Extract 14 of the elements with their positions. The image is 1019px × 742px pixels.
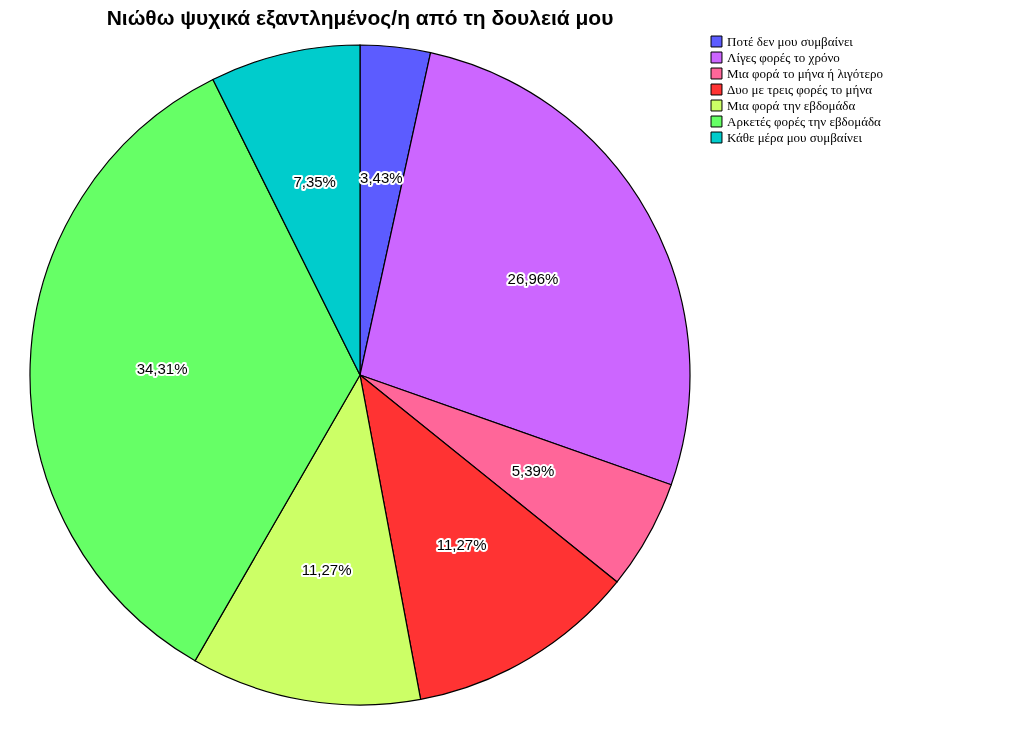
data-label: 7,35% — [293, 173, 336, 191]
legend-label: Δυο με τρεις φορές το μήνα — [727, 81, 873, 97]
legend-label: Λίγες φορές το χρόνο — [727, 49, 840, 65]
legend-label: Κάθε μέρα μου συμβαίνει — [727, 129, 863, 145]
legend-label: Μια φορά το μήνα ή λιγότερο — [727, 65, 883, 81]
legend-label: Μια φορά την εβδομάδα — [727, 97, 856, 113]
data-label: 26,96% — [507, 269, 559, 287]
legend-label: Ποτέ δεν μου συμβαίνει — [727, 33, 854, 49]
data-label: 5,39% — [511, 462, 555, 480]
data-label: 11,27% — [301, 561, 352, 579]
chart-title: Νιώθω ψυχικά εξαντλημένος/η από τη δουλειά μου — [106, 6, 614, 30]
data-label: 34,31% — [136, 359, 188, 377]
legend-label: Αρκετές φορές την εβδομάδα — [727, 113, 882, 129]
data-label: 11,27% — [436, 535, 487, 553]
